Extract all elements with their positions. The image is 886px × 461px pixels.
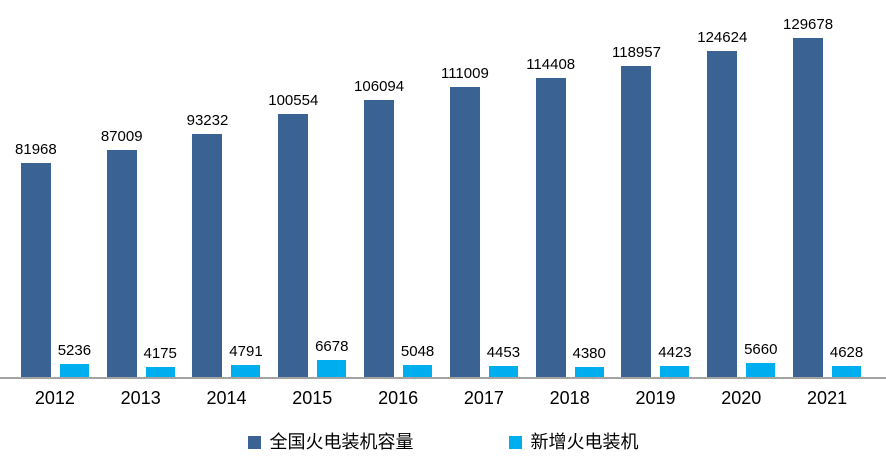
bar-value-label: 106094 bbox=[354, 77, 405, 95]
legend-item: 全国火电装机容量 bbox=[247, 432, 414, 454]
x-axis-line bbox=[0, 377, 886, 379]
capacity-bar-column: 81968 bbox=[15, 0, 57, 378]
bar-group: 111009 4453 bbox=[441, 0, 527, 378]
x-axis-labels: 2012 2013 2014 2015 2016 2017 2018 2019 2020 2021 bbox=[0, 388, 886, 410]
bar-value-label: 4380 bbox=[572, 344, 606, 362]
bar-group: 81968 5236 bbox=[12, 0, 98, 378]
x-tick-label: 2012 bbox=[34, 388, 75, 408]
capacity-bar bbox=[192, 134, 223, 378]
capacity-bar bbox=[621, 66, 652, 378]
x-tick-label: 2019 bbox=[635, 388, 676, 408]
new-installed-bar bbox=[403, 365, 433, 378]
bar-value-label: 93232 bbox=[186, 111, 229, 129]
legend-label: 新增火电装机 bbox=[530, 432, 639, 452]
bar-value-label: 4453 bbox=[486, 343, 521, 361]
x-tick-label: 2016 bbox=[378, 388, 419, 408]
new-installed-bar bbox=[660, 366, 690, 378]
capacity-bar bbox=[535, 78, 566, 378]
bar-group: 87009 4175 bbox=[98, 0, 184, 378]
legend-label: 全国火电装机容量 bbox=[269, 432, 414, 452]
new-installed-bar-column: 5048 bbox=[400, 0, 435, 378]
legend: 全国火电装机容量 新增火电装机 bbox=[0, 432, 886, 454]
new-installed-bar-column: 4791 bbox=[229, 0, 263, 378]
bar-group: 114408 4380 bbox=[526, 0, 613, 378]
new-installed-bar-column: 4175 bbox=[143, 0, 177, 378]
new-installed-bar bbox=[574, 367, 604, 378]
capacity-bar bbox=[106, 150, 137, 378]
bar-value-label: 4791 bbox=[229, 342, 263, 360]
bar-group: 106094 5048 bbox=[354, 0, 441, 378]
x-tick-label: 2015 bbox=[292, 388, 333, 408]
x-tick-label: 2014 bbox=[206, 388, 247, 408]
capacity-bar bbox=[278, 114, 309, 378]
new-installed-bar-column: 5660 bbox=[744, 0, 778, 378]
bar-group: 124624 5660 bbox=[697, 0, 784, 378]
new-installed-bar-column: 6678 bbox=[315, 0, 349, 378]
plot-area: 81968 5236 87009 4175 93232 4791 100554 6678 106… bbox=[12, 0, 870, 378]
capacity-bar-column: 87009 bbox=[101, 0, 143, 378]
new-installed-bar bbox=[832, 366, 862, 378]
bar-value-label: 5048 bbox=[400, 342, 435, 360]
bar-value-label: 5660 bbox=[744, 340, 778, 358]
capacity-bar-column: 93232 bbox=[187, 0, 228, 378]
bar-group: 93232 4791 bbox=[184, 0, 270, 378]
capacity-bar-column: 100554 bbox=[268, 0, 318, 378]
new-installed-bar-column: 4453 bbox=[486, 0, 521, 378]
bar-group: 129678 4628 bbox=[783, 0, 870, 378]
legend-swatch-icon bbox=[247, 436, 261, 450]
new-installed-bar bbox=[746, 363, 776, 378]
capacity-bar-column: 129678 bbox=[783, 0, 833, 378]
bar-value-label: 124624 bbox=[697, 28, 748, 46]
new-installed-bar-column: 4380 bbox=[572, 0, 606, 378]
bar-value-label: 6678 bbox=[315, 337, 349, 355]
bar-value-label: 111009 bbox=[440, 64, 489, 82]
capacity-bar bbox=[793, 38, 824, 378]
capacity-bar-column: 118957 bbox=[612, 0, 661, 378]
x-tick-label: 2017 bbox=[463, 388, 504, 408]
bar-value-label: 100554 bbox=[268, 91, 319, 109]
capacity-bar-column: 111009 bbox=[441, 0, 489, 378]
bar-value-label: 4423 bbox=[658, 343, 692, 361]
bar-value-label: 5236 bbox=[57, 341, 92, 359]
bar-value-label: 87009 bbox=[100, 127, 143, 145]
capacity-bar bbox=[20, 163, 51, 378]
new-installed-bar bbox=[488, 366, 518, 378]
capacity-bar bbox=[449, 87, 480, 378]
bar-value-label: 118957 bbox=[612, 43, 661, 61]
capacity-bar bbox=[364, 100, 395, 378]
new-installed-bar bbox=[317, 360, 347, 378]
bar-value-label: 129678 bbox=[783, 15, 834, 33]
new-installed-bar bbox=[231, 365, 261, 378]
capacity-bar bbox=[707, 51, 738, 378]
new-installed-bar bbox=[145, 367, 175, 378]
bar-value-label: 4628 bbox=[829, 343, 864, 361]
bar-value-label: 81968 bbox=[15, 140, 57, 158]
bar-value-label: 114408 bbox=[526, 55, 576, 73]
new-installed-bar-column: 5236 bbox=[57, 0, 92, 378]
new-installed-bar bbox=[59, 364, 89, 378]
bar-group: 100554 6678 bbox=[268, 0, 355, 378]
legend-swatch-icon bbox=[508, 436, 522, 450]
new-installed-bar-column: 4423 bbox=[658, 0, 692, 378]
x-tick-label: 2013 bbox=[120, 388, 161, 408]
new-installed-bar-column: 4628 bbox=[829, 0, 864, 378]
capacity-bar-column: 106094 bbox=[354, 0, 404, 378]
x-tick-label: 2018 bbox=[549, 388, 590, 408]
legend-item: 新增火电装机 bbox=[508, 432, 639, 454]
capacity-bar-column: 114408 bbox=[526, 0, 575, 378]
bar-group: 118957 4423 bbox=[612, 0, 699, 378]
capacity-bar-column: 124624 bbox=[697, 0, 747, 378]
x-tick-label: 2020 bbox=[721, 388, 762, 408]
x-tick-label: 2021 bbox=[807, 388, 848, 408]
bar-value-label: 4175 bbox=[143, 344, 177, 362]
